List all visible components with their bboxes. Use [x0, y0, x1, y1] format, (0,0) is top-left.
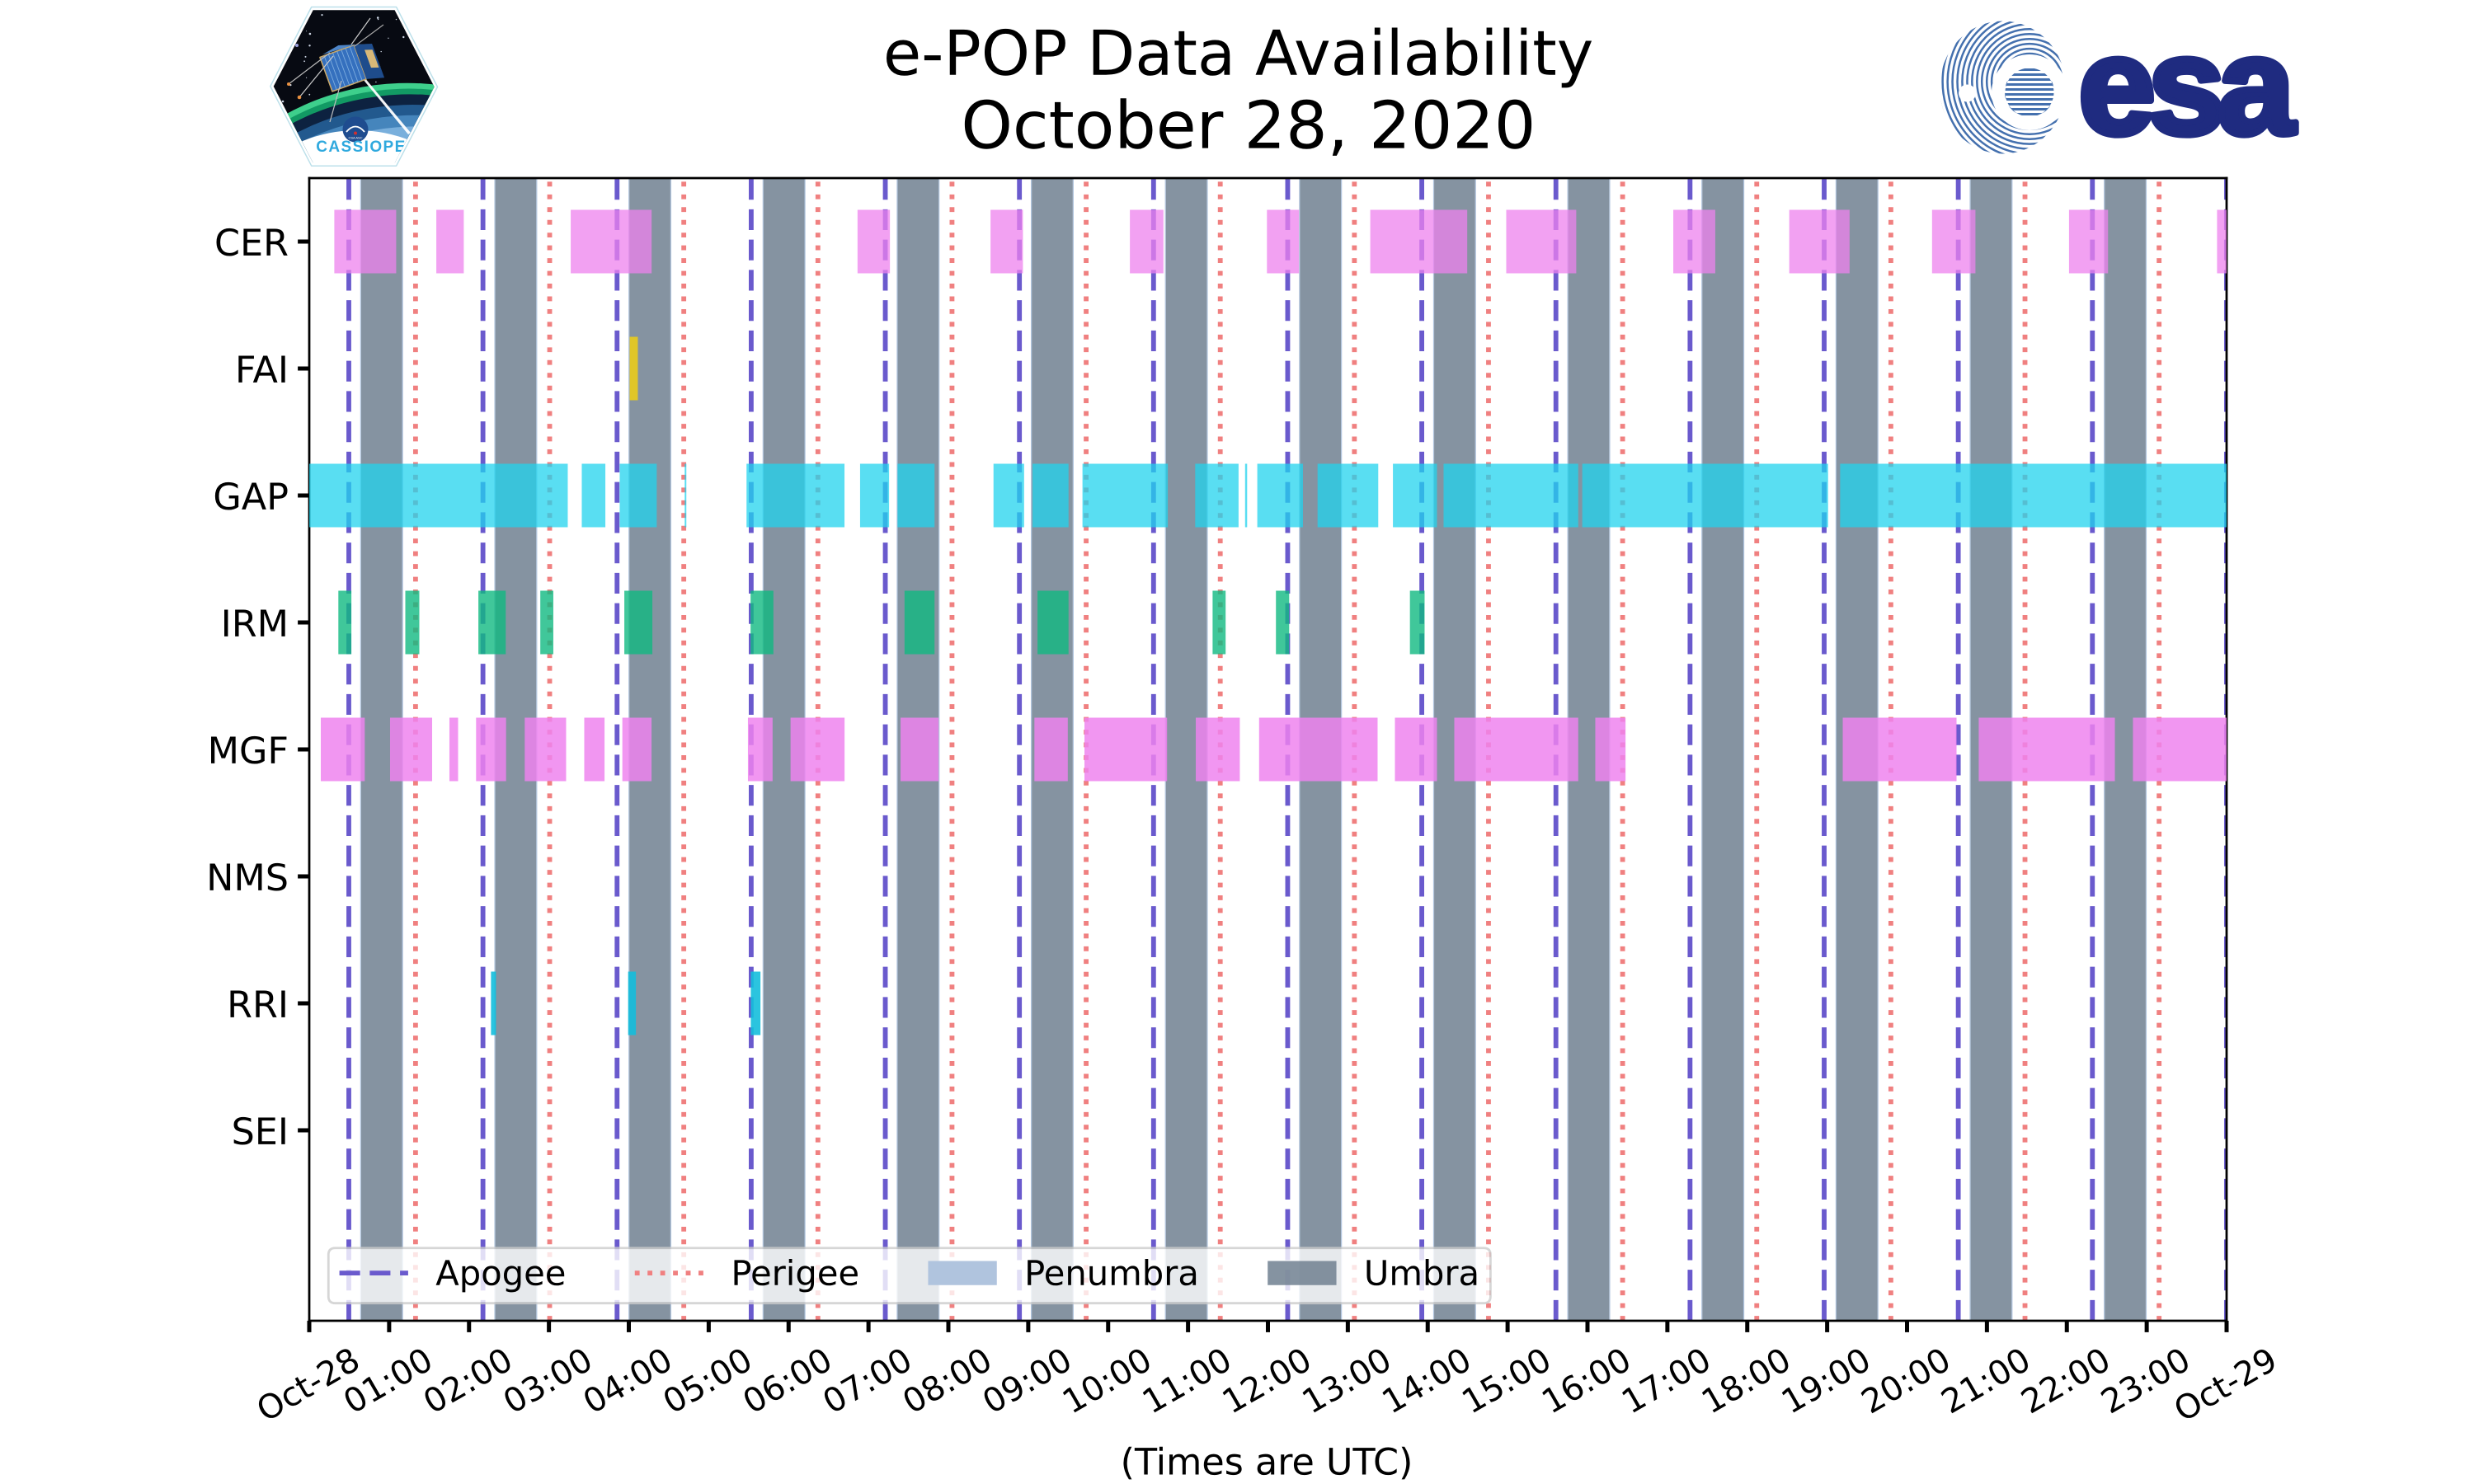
svg-text:CASSIOPE: CASSIOPE — [316, 139, 406, 156]
svg-text:CSA ASC: CSA ASC — [348, 136, 362, 140]
svg-text:esa: esa — [2078, 8, 2296, 163]
